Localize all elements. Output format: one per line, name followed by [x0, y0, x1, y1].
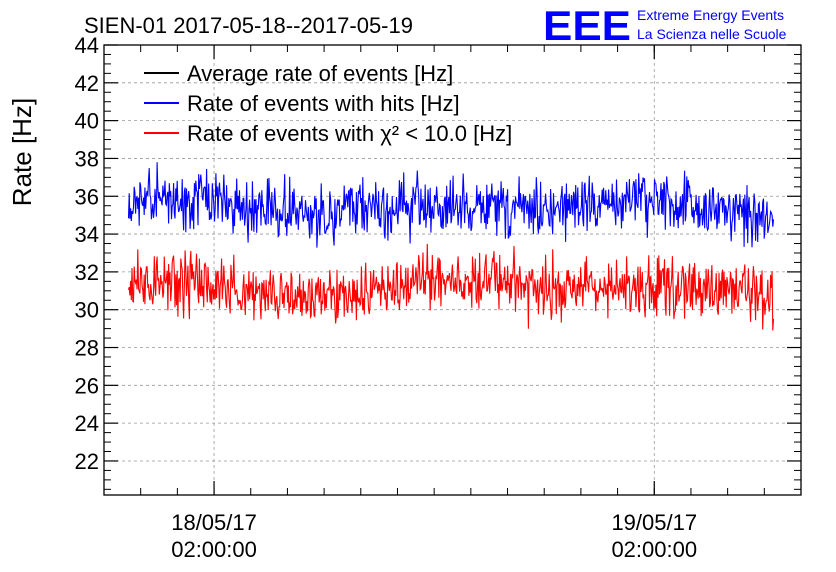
plot-frame: [103, 44, 802, 496]
legend-label-1: Rate of events with hits [Hz]: [187, 91, 460, 116]
logo-line-1: Extreme Energy Events: [637, 7, 784, 23]
y-tick-label: 24: [75, 411, 99, 436]
y-tick-label: 38: [75, 146, 99, 171]
series-layer: [127, 162, 775, 331]
y-axis-label: Rate [Hz]: [7, 98, 37, 206]
legend: Average rate of events [Hz] Rate of event…: [144, 61, 512, 146]
logo-mark: EEE: [543, 2, 631, 49]
x-tick-date-label: 19/05/17: [611, 510, 697, 535]
y-tick-label: 42: [75, 71, 99, 96]
series-line-1: [127, 162, 775, 248]
y-tick-label: 30: [75, 298, 99, 323]
logo-line-2: La Scienza nelle Scuole: [637, 26, 787, 42]
x-tick-time-label: 02:00:00: [171, 537, 257, 562]
x-tick-time-label: 02:00:00: [611, 537, 697, 562]
chart-title: SIEN-01 2017-05-18--2017-05-19: [84, 13, 413, 38]
y-tick-label: 26: [75, 373, 99, 398]
x-tick-date-label: 18/05/17: [171, 510, 257, 535]
legend-label-2: Rate of events with χ² < 10.0 [Hz]: [187, 121, 512, 146]
eee-logo: EEE Extreme Energy Events La Scienza nel…: [543, 2, 787, 49]
series-line-2: [127, 243, 775, 331]
y-tick-label: 36: [75, 184, 99, 209]
y-tick-label: 44: [75, 33, 99, 58]
y-tick-label: 22: [75, 449, 99, 474]
y-tick-label: 28: [75, 336, 99, 361]
legend-label-0: Average rate of events [Hz]: [187, 61, 453, 86]
y-tick-label: 40: [75, 109, 99, 134]
axes: 22242628303234363840424418/05/1702:00:00…: [75, 33, 801, 562]
y-tick-label: 32: [75, 260, 99, 285]
y-tick-label: 34: [75, 222, 99, 247]
